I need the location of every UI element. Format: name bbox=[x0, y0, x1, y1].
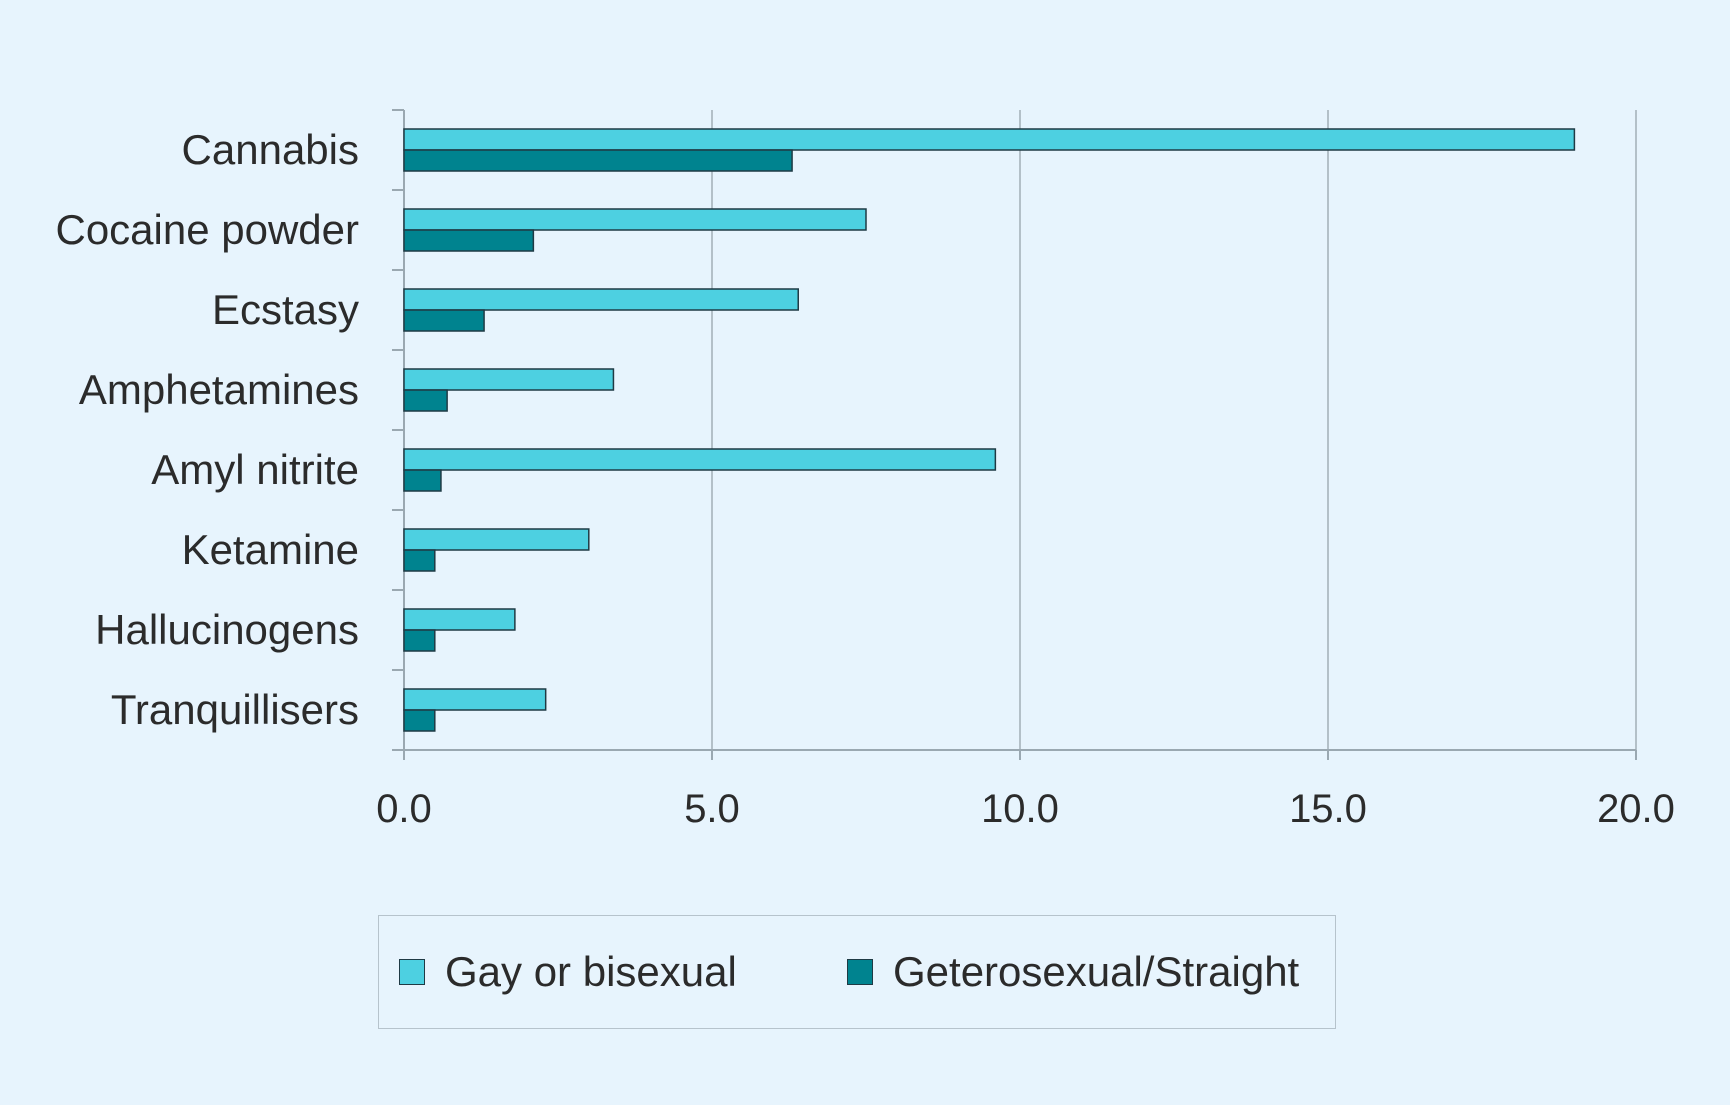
bar-gay-or-bisexual-7 bbox=[403, 688, 547, 711]
bar-heterosexual-straight-7 bbox=[403, 709, 436, 732]
bar-gay-or-bisexual-6 bbox=[403, 608, 516, 631]
category-label-7: Tranquillisers bbox=[111, 686, 359, 733]
bar-gay-or-bisexual-0 bbox=[403, 128, 1576, 151]
bar-gay-or-bisexual-4 bbox=[403, 448, 997, 471]
x-tick-label-4: 20.0 bbox=[1597, 787, 1675, 831]
category-label-6: Hallucinogens bbox=[95, 606, 359, 653]
category-label-5: Ketamine bbox=[182, 526, 359, 573]
legend-item-gay-or-bisexual: Gay or bisexual bbox=[399, 916, 737, 1028]
bar-heterosexual-straight-3 bbox=[403, 389, 448, 412]
legend-swatch-gay-or-bisexual bbox=[399, 959, 425, 985]
bar-gay-or-bisexual-2 bbox=[403, 288, 799, 311]
bar-heterosexual-straight-1 bbox=[403, 229, 535, 252]
bar-gay-or-bisexual-1 bbox=[403, 208, 867, 231]
bar-gay-or-bisexual-5 bbox=[403, 528, 590, 551]
legend: Gay or bisexual Geterosexual/Straight bbox=[378, 915, 1336, 1029]
category-label-0: Cannabis bbox=[182, 126, 359, 173]
x-tick-label-3: 15.0 bbox=[1289, 787, 1367, 831]
legend-swatch-heterosexual-straight bbox=[847, 959, 873, 985]
bar-heterosexual-straight-2 bbox=[403, 309, 485, 332]
x-tick-label-0: 0.0 bbox=[376, 787, 432, 831]
bar-heterosexual-straight-4 bbox=[403, 469, 442, 492]
legend-label-heterosexual-straight: Geterosexual/Straight bbox=[893, 948, 1300, 995]
category-label-1: Cocaine powder bbox=[55, 206, 359, 253]
bar-heterosexual-straight-6 bbox=[403, 629, 436, 652]
bar-heterosexual-straight-5 bbox=[403, 549, 436, 572]
legend-item-heterosexual-straight: Geterosexual/Straight bbox=[847, 916, 1299, 1028]
bar-heterosexual-straight-0 bbox=[403, 149, 793, 172]
legend-label-gay-or-bisexual: Gay or bisexual bbox=[445, 948, 737, 995]
category-label-4: Amyl nitrite bbox=[151, 446, 359, 493]
category-label-3: Amphetamines bbox=[79, 366, 359, 413]
x-tick-label-1: 5.0 bbox=[684, 787, 740, 831]
category-label-2: Ecstasy bbox=[212, 286, 359, 333]
bar-gay-or-bisexual-3 bbox=[403, 368, 615, 391]
x-tick-label-2: 10.0 bbox=[981, 787, 1059, 831]
